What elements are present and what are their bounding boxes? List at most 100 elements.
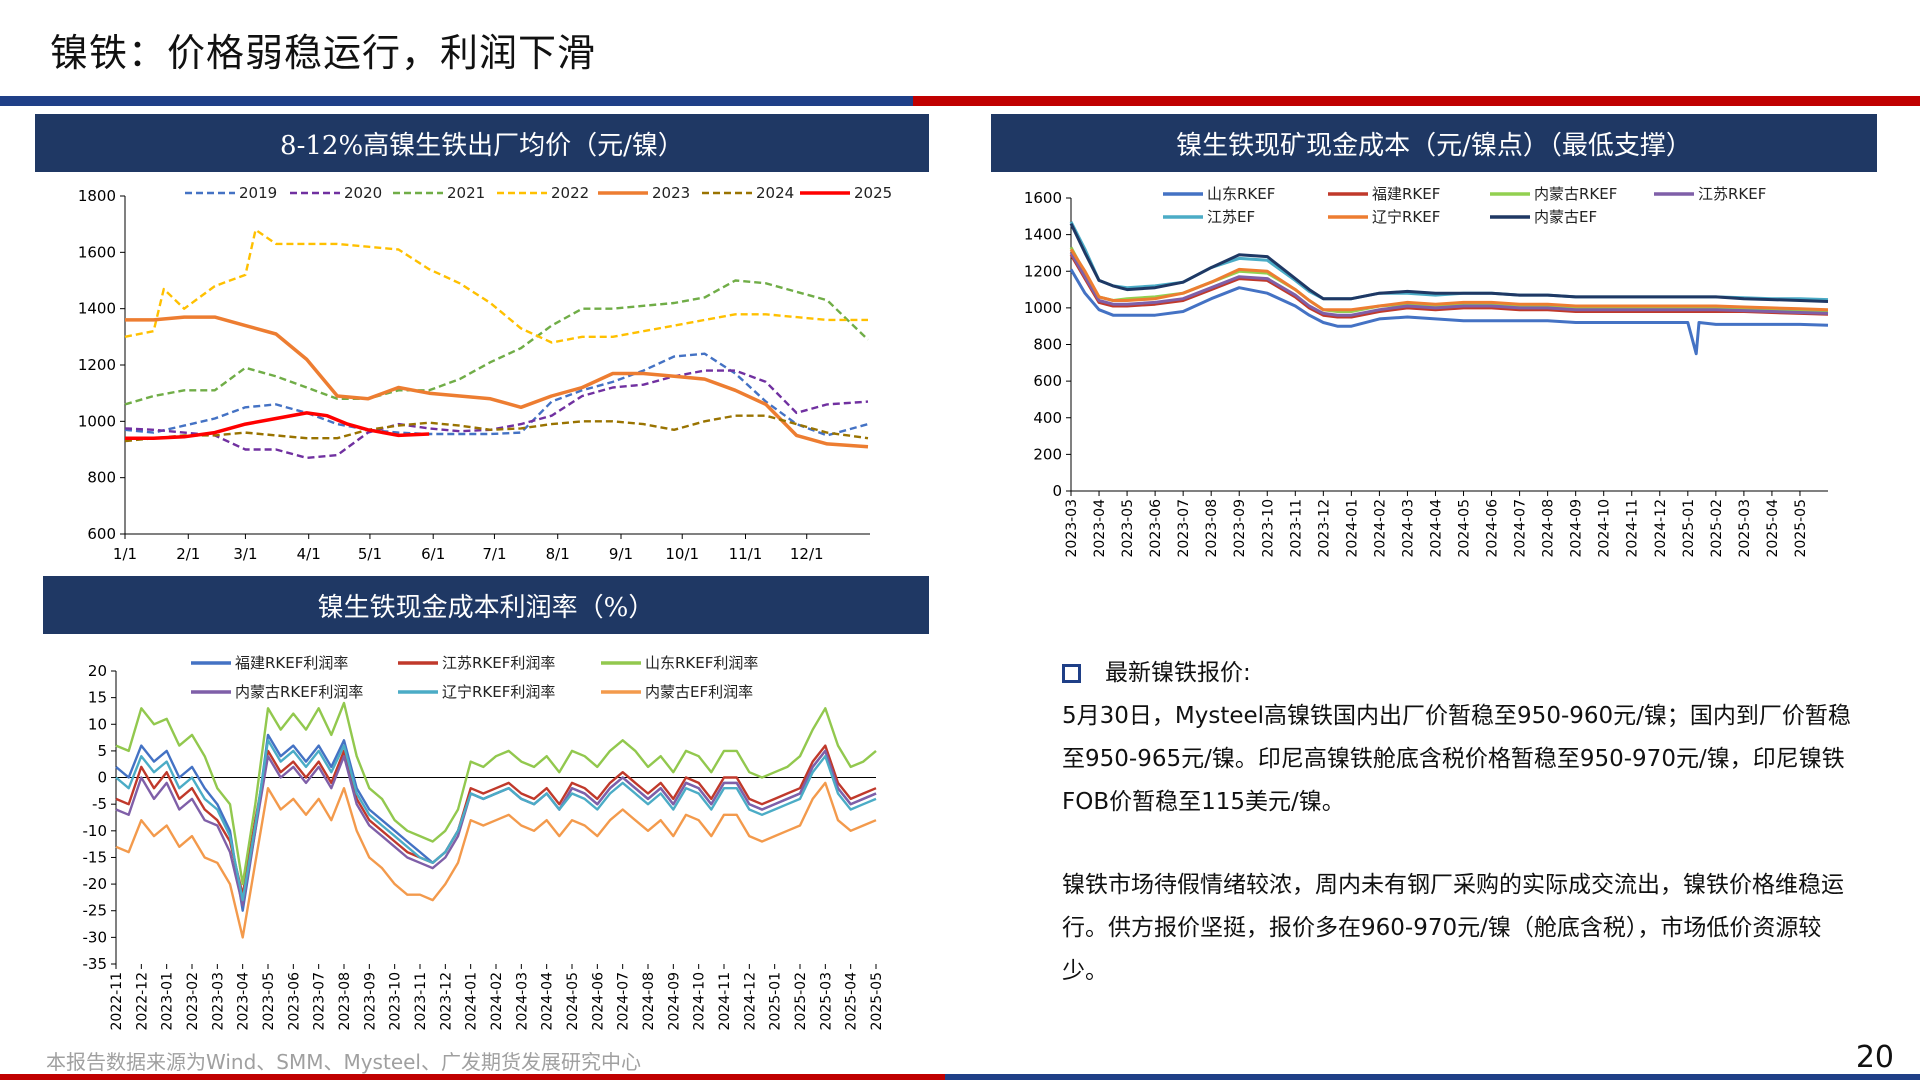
series-line-内蒙古EF利润率 [115,781,877,939]
page-title: 镍铁：价格弱稳运行，利润下滑 [50,31,597,75]
y-tick-label: -20 [83,875,108,893]
y-tick-label: 800 [1033,336,1062,354]
x-tick-label: 2023-02 [185,972,201,1031]
x-tick-label: 2024-03 [1400,499,1416,558]
x-tick-label: 10/1 [665,545,699,563]
y-tick-label: 1600 [1024,189,1062,207]
y-tick-label: 1000 [1024,299,1062,317]
legend-label: 江苏EF [1207,208,1255,226]
y-tick-label: -25 [83,902,108,920]
series-line-内蒙古EF [1069,222,1829,303]
x-tick-label: 3/1 [233,545,257,563]
y-tick-label: 1200 [78,356,116,374]
x-tick-label: 11/1 [729,545,763,563]
x-tick-label: 2024-09 [1569,499,1585,558]
legend-label: 2025 [854,184,892,202]
top-rule-red [913,96,1920,106]
x-tick-label: 2024-06 [1485,499,1501,558]
y-tick-label: -30 [83,928,108,946]
series-line-2020 [124,369,869,460]
x-tick-label: 1/1 [113,545,137,563]
legend-label: 辽宁RKEF利润率 [442,683,555,701]
x-tick-label: 2024-08 [641,972,657,1031]
x-tick-label: 2024-05 [1457,499,1473,557]
series-line-江苏RKEF [1069,252,1829,317]
x-tick-label: 2024-04 [1428,499,1444,558]
legend-label: 山东RKEF利润率 [645,654,758,672]
legend-label: 2020 [344,184,382,202]
legend-label: 福建RKEF利润率 [235,654,348,672]
cash-cost-chart: 0 200 400 600 800 1000 1200 1400 1600 2023-03 2023… [1024,185,1829,558]
legend-label: 江苏RKEF [1698,185,1766,203]
bottom-rule-red [0,1074,945,1080]
x-tick-label: 12/1 [790,545,824,563]
x-tick-label: 2024-12 [742,972,758,1031]
y-tick-label: 0 [1052,482,1062,500]
x-tick-label: 2025-01 [1681,499,1697,558]
y-tick-label: 20 [88,662,107,680]
legend-label: 2024 [756,184,794,202]
x-tick-label: 2024-02 [489,972,505,1031]
page-number: 20 [1855,1040,1894,1075]
series-line-江苏EF [1069,221,1829,302]
x-tick-label: 2025-04 [844,972,860,1031]
x-tick-label: 2023-08 [337,972,353,1031]
x-tick-label: 2025-05 [1793,499,1809,558]
series-line-辽宁RKEF [1069,248,1829,312]
chart2-title: 镍生铁现矿现金成本（元/镍点）（最低支撑） [991,114,1877,172]
x-tick-label: 2025-01 [768,972,784,1031]
x-tick-label: 2023-11 [1288,499,1304,558]
series-line-辽宁RKEF利润率 [115,739,877,902]
legend-label: 江苏RKEF利润率 [442,654,555,672]
legend-label: 内蒙古EF [1534,208,1597,226]
x-tick-label: 2024-08 [1541,499,1557,558]
series-line-2019 [124,352,869,437]
x-tick-label: 2024-02 [1372,499,1388,558]
x-tick-label: 2023-01 [160,972,176,1031]
y-tick-label: -35 [83,955,108,973]
top-rule-blue [0,96,913,106]
info-heading: 最新镍铁报价: [1105,660,1251,686]
legend-label: 内蒙古EF利润率 [645,683,753,701]
x-tick-label: 2024-01 [464,972,480,1031]
x-tick-label: 2025-02 [1709,499,1725,558]
x-tick-label: 2025-05 [869,972,885,1031]
x-tick-label: 2024-07 [1513,499,1529,558]
x-tick-label: 2025-03 [818,972,834,1031]
y-tick-label: 1000 [78,412,116,430]
legend-label: 内蒙古RKEF利润率 [235,683,363,701]
x-tick-label: 2024-11 [717,972,733,1031]
legend-label: 2021 [447,184,485,202]
y-tick-label: 600 [87,525,116,543]
x-tick-label: 2025-03 [1737,499,1753,558]
x-tick-label: 2023-05 [1120,499,1136,558]
legend-label: 福建RKEF [1372,185,1440,203]
series-line-2022 [124,228,868,344]
y-tick-label: 10 [88,715,107,733]
x-tick-label: 2023-05 [261,972,277,1031]
y-tick-label: 15 [88,689,107,707]
nickel-pig-iron-price-chart: 600 800 1000 1200 1400 1600 1800 1/1 2/1 3/1 4/1 5/… [78,184,892,563]
info-paragraph-2: 镍铁市场待假情绪较浓，周内未有钢厂采购的实际成交流出，镍铁价格维稳运行。供方报价… [1062,872,1844,984]
x-tick-label: 2022-11 [109,972,125,1031]
legend-label: 辽宁RKEF [1372,208,1440,226]
x-tick-label: 5/1 [358,545,382,563]
x-tick-label: 2025-02 [793,972,809,1031]
x-tick-label: 2022-12 [134,972,150,1031]
x-tick-label: 2023-06 [1148,499,1164,558]
y-tick-label: 400 [1033,409,1062,427]
series-line-2025 [125,411,430,440]
series-line-2021 [124,279,869,406]
x-tick-label: 2023-08 [1204,499,1220,558]
info-panel: 最新镍铁报价: 5月30日，Mysteel高镍铁国内出厂价暂稳至950-960元… [1062,652,1862,993]
source-note: 本报告数据来源为Wind、SMM、Mysteel、广发期货发展研究中心 [46,1050,641,1074]
y-tick-label: 200 [1033,445,1062,463]
y-tick-label: 1400 [78,300,116,318]
x-tick-label: 2023-03 [210,972,226,1031]
x-tick-label: 2023-12 [1316,499,1332,558]
x-tick-label: 2023-10 [1260,499,1276,558]
y-tick-label: 1800 [78,187,116,205]
legend-label: 2019 [239,184,277,202]
x-tick-label: 2023-11 [413,972,429,1031]
x-tick-label: 7/1 [482,545,506,563]
